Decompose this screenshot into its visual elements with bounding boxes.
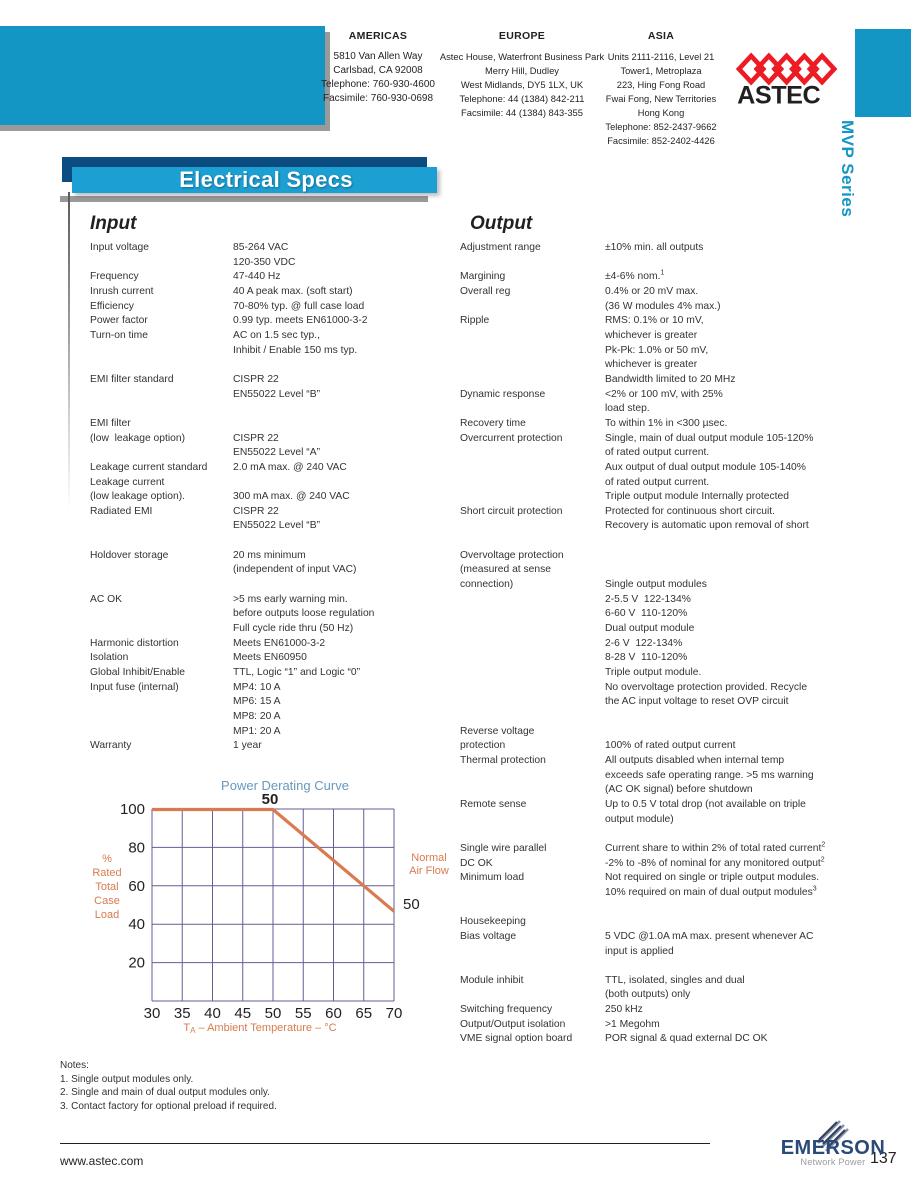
svg-text:60: 60 xyxy=(325,1005,342,1022)
svg-text:35: 35 xyxy=(174,1005,191,1022)
svg-text:70: 70 xyxy=(386,1005,403,1022)
svg-text:45: 45 xyxy=(234,1005,251,1022)
svg-text:50: 50 xyxy=(262,791,279,808)
svg-text:100: 100 xyxy=(120,801,145,818)
svg-text:20: 20 xyxy=(128,955,145,972)
svg-text:50: 50 xyxy=(403,896,420,913)
svg-text:30: 30 xyxy=(144,1005,161,1022)
svg-text:65: 65 xyxy=(355,1005,372,1022)
svg-text:ASTEC: ASTEC xyxy=(737,82,820,110)
svg-text:40: 40 xyxy=(204,1005,221,1022)
svg-text:55: 55 xyxy=(295,1005,312,1022)
svg-text:50: 50 xyxy=(265,1005,282,1022)
